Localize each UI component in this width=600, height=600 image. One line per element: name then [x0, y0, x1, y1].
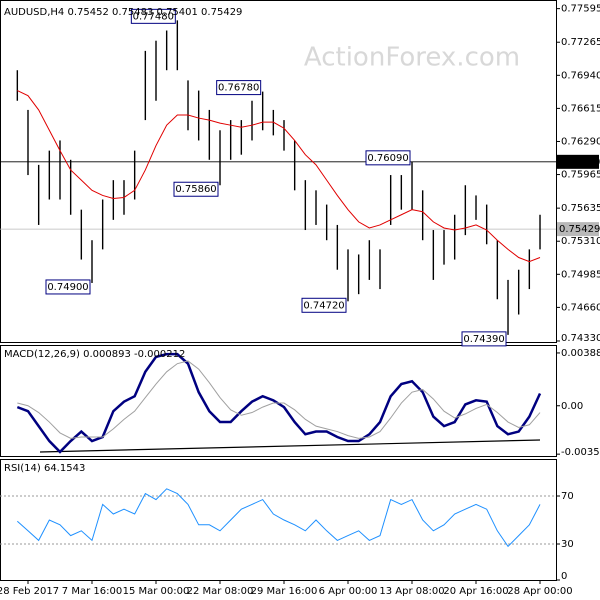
- x-tick-label: 22 Mar 08:00: [187, 586, 254, 597]
- y-tick-label: 0.74330: [561, 333, 600, 344]
- series-line: [16, 352, 542, 454]
- y-tick-label: 0.76615: [561, 103, 600, 114]
- annotation-box: [216, 80, 262, 96]
- y-tick-label: 0.74660: [561, 302, 600, 313]
- annotation: 0.74900: [47, 282, 88, 293]
- y-tick-label: 0.76940: [561, 70, 600, 81]
- y-tick-label: 30: [561, 539, 574, 550]
- macd-title: MACD(12,26,9) 0.000893 -0.000212: [4, 349, 185, 360]
- plot-layer: 0.77595 0.77265 0.76940 0.76615 0.76290 0.759…: [0, 4, 600, 597]
- annotation: 0.76090: [367, 153, 408, 164]
- annotation: 0.77480: [133, 11, 174, 22]
- price-frame: [0, 0, 557, 343]
- y-tick-label: 0.77595: [561, 4, 600, 15]
- y-tick-label: -0.003564: [561, 447, 600, 458]
- annotation-box: [301, 297, 347, 313]
- rsi-frame: [0, 459, 557, 581]
- annotation-box: [365, 150, 411, 166]
- y-tick-label: 0.003888: [561, 348, 600, 359]
- price-label-box: [557, 154, 599, 169]
- series-line: [17, 360, 541, 439]
- series-line: [16, 488, 541, 548]
- y-tick-label: 0.75965: [561, 170, 600, 181]
- x-tick-label: 20 Apr 16:00: [443, 586, 508, 597]
- y-tick-label: 0: [561, 571, 567, 582]
- x-tick-label: 7 Mar 16:00: [62, 586, 122, 597]
- x-tick-label: 6 Apr 00:00: [319, 586, 378, 597]
- price-label: 0.75429: [559, 224, 600, 235]
- x-tick-label: 29 Mar 16:00: [251, 586, 318, 597]
- annotation-box: [130, 8, 176, 24]
- x-tick-label: 28 Feb 2017: [0, 586, 59, 597]
- annotation: 0.74720: [303, 300, 344, 311]
- annotation-box: [461, 331, 507, 347]
- watermark: ActionForex.com: [304, 43, 520, 73]
- y-tick-label: 0.75310: [561, 236, 600, 247]
- annotation: 0.74390: [463, 334, 504, 345]
- y-tick-label: 0.74985: [561, 269, 600, 280]
- price-label: 0.76090: [559, 157, 600, 168]
- x-tick-label: 28 Apr 00:00: [507, 586, 572, 597]
- series-line: [17, 90, 541, 263]
- rsi-title: RSI(14) 64.1543: [4, 463, 85, 474]
- y-tick-label: 70: [561, 491, 574, 502]
- annotation: 0.75860: [175, 184, 216, 195]
- x-tick-label: 13 Apr 08:00: [379, 586, 444, 597]
- y-tick-label: 0.77265: [561, 37, 600, 48]
- trend-line: [39, 439, 541, 453]
- price-label-box: [557, 222, 599, 237]
- macd-frame: [0, 345, 557, 457]
- y-tick-label: 0.00: [561, 401, 583, 412]
- annotation: 0.76780: [218, 83, 259, 94]
- annotation-box: [173, 181, 219, 197]
- x-tick-label: 15 Mar 00:00: [123, 586, 190, 597]
- y-tick-label: 0.76290: [561, 136, 600, 147]
- y-tick-label: 0.75635: [561, 203, 600, 214]
- price-title: AUDUSD,H4 0.75452 0.75483 0.75401 0.7542…: [4, 7, 242, 18]
- annotation-box: [45, 279, 91, 295]
